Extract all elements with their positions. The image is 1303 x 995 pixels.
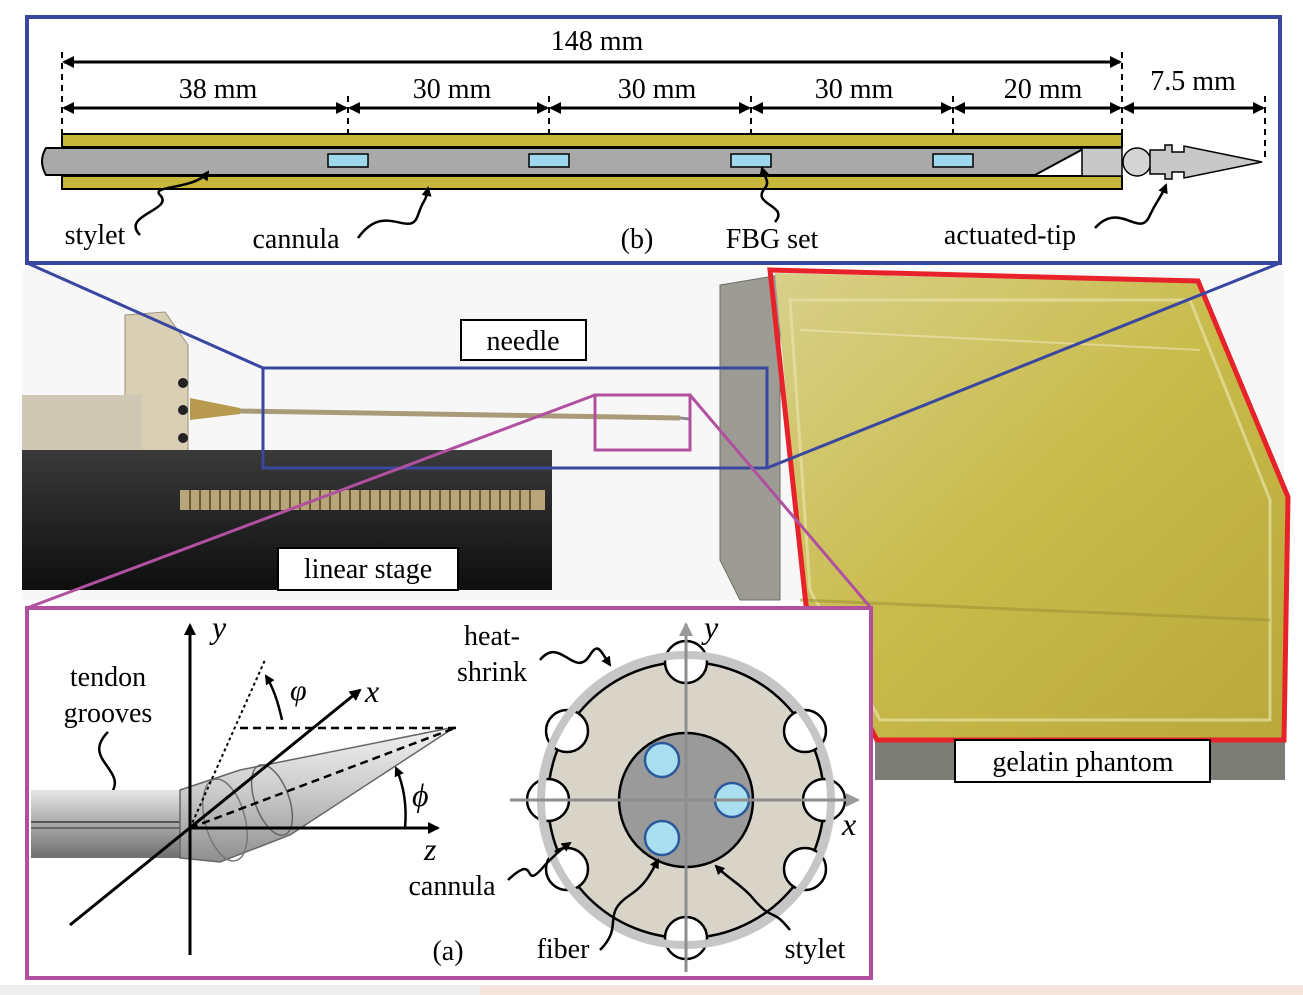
segment-1-label: 38 mm	[179, 74, 258, 105]
segment-4-label: 30 mm	[815, 74, 894, 105]
fbg-set-label: FBG set	[726, 224, 819, 255]
y-axis-label-cross: y	[701, 609, 719, 645]
segment-5-label: 20 mm	[1004, 74, 1083, 105]
photo-background	[22, 267, 1291, 780]
phi-arc	[394, 766, 407, 829]
gelatin-phantom-body	[775, 273, 1287, 740]
segment-2-label: 30 mm	[413, 74, 492, 105]
panel-b-caption: (b)	[621, 224, 654, 255]
grooves-label: grooves	[64, 698, 153, 729]
cannula-label-b: cannula	[252, 224, 340, 255]
linear-stage-label-box	[277, 547, 459, 591]
fiber-3	[643, 819, 681, 857]
tip-region-box	[593, 393, 692, 452]
x-axis-label-cross: x	[841, 806, 856, 842]
cannula-top-wall	[61, 133, 1123, 148]
varphi-arc	[264, 674, 284, 721]
cannula-bottom-wall	[61, 175, 1123, 190]
heat-shrink-label: heat-shrink	[457, 621, 527, 688]
z-axis-label-a: z	[423, 831, 437, 867]
stylet-label-b: stylet	[65, 220, 126, 251]
x-axis-label-a: x	[364, 673, 379, 709]
phantom-outline	[767, 267, 1291, 743]
actuated-tip-drawing	[1081, 144, 1263, 180]
gelatin-phantom-label-box	[954, 739, 1211, 783]
fbg-sensor-4	[932, 153, 974, 168]
actuated-tip-label: actuated-tip	[944, 220, 1076, 251]
needle-label-box	[460, 319, 587, 361]
lead-screw	[180, 490, 545, 510]
dimension-148-label: 148 mm	[551, 26, 644, 57]
fiber-label: fiber	[537, 934, 591, 965]
fbg-sensor-1	[327, 153, 369, 168]
panel-a-caption: (a)	[432, 936, 463, 967]
varphi-label: φ	[290, 674, 307, 707]
cannula-label-a: cannula	[408, 871, 496, 902]
segment-3-label: 30 mm	[618, 74, 697, 105]
fbg-sensor-2	[528, 153, 570, 168]
linear-stage-label: linear stage	[304, 554, 432, 585]
panel-a: tendon grooves y z x φ ϕ (a)	[25, 606, 873, 980]
needle-label: needle	[486, 326, 559, 357]
needle-shaft	[239, 408, 681, 421]
y-axis-label-a: y	[209, 609, 227, 645]
panel-b: 148 mm 38 mm 30 mm 30 mm 30 mm 20 mm 7.5…	[25, 15, 1282, 265]
tendon-label: tendon	[70, 662, 146, 693]
tip-length-label: 7.5 mm	[1150, 66, 1236, 97]
tendon-label-text: tendon	[70, 662, 146, 693]
cross-section	[510, 622, 860, 972]
stylet-label-a: stylet	[785, 934, 846, 965]
needle-region-box	[261, 366, 769, 470]
phi-label: ϕ	[412, 777, 429, 813]
fiber-1	[643, 741, 681, 779]
gelatin-phantom-label: gelatin phantom	[992, 747, 1173, 778]
fbg-sensor-3	[730, 153, 772, 168]
